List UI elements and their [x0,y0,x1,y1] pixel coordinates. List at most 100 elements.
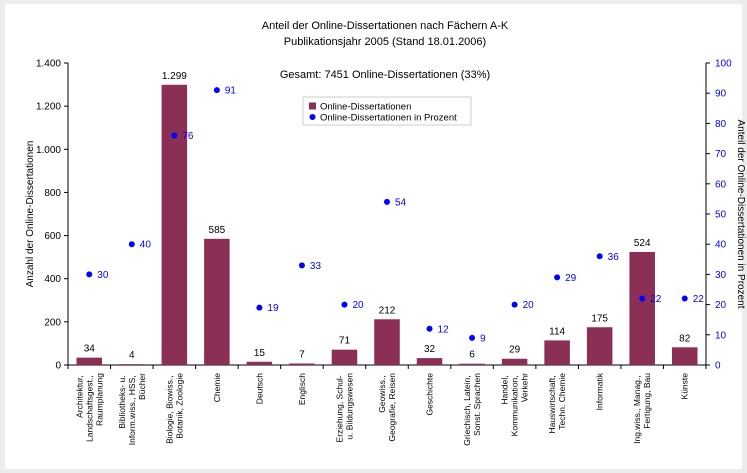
point [128,241,135,248]
value-label: 1.299 [162,71,187,82]
y2-tick-label: 40 [715,240,727,251]
value-label: 29 [565,273,577,284]
bar [629,251,655,365]
value-label: 33 [310,261,322,272]
value-label: 19 [267,303,279,314]
legend-label: Online-Dissertationen in Prozent [320,113,457,124]
value-label: 91 [225,86,237,97]
y2-tick-label: 50 [715,210,727,221]
value-label: 54 [395,197,407,208]
x-tick-label: Geowiss., Geografie, Reisen [377,373,397,442]
bar [246,361,273,365]
point [213,87,220,94]
x-tick-label: Geschichte [425,373,435,416]
annotation: Gesamt: 7451 Online-Dissertationen (33%) [280,69,490,81]
x-tick-label: Informatik [595,372,605,410]
point [469,334,476,341]
y-tick-label: 0 [55,361,61,372]
value-label: 4 [129,350,135,361]
bar [671,347,698,365]
y2-tick-label: 70 [715,149,727,160]
y-axis-title: Anzahl der Online-Dissertationen [25,141,36,288]
chart-subtitle: Publikationsjahr 2005 (Stand 18.01.2006) [284,36,486,48]
value-label: 71 [339,336,351,347]
y2-tick-label: 30 [715,270,727,281]
x-tick-label: Bibliotheks- u. Inform.wiss., HSS, Büche… [117,373,147,445]
bar [289,363,315,365]
y-tick-label: 1.400 [36,59,61,70]
point [86,271,93,278]
value-label: 12 [438,324,450,335]
point [298,262,305,269]
y2-tick-label: 60 [715,179,727,190]
point [681,295,688,302]
value-label: 76 [182,131,194,142]
value-label: 6 [469,350,475,361]
value-label: 30 [97,270,109,281]
point [171,132,178,139]
value-label: 585 [209,225,226,236]
value-label: 36 [608,252,620,263]
x-tick-label: Handel, Kommunikation, Verkehr [500,373,530,436]
x-tick-label: Griechisch, Latein, Sonst. Sprachen [462,373,482,446]
x-tick-label: Hauswirtschaft, Techn. Chemie [547,373,567,434]
y-tick-label: 400 [44,274,61,285]
value-label: 20 [523,300,535,311]
legend-swatch [309,102,316,110]
point [384,198,390,205]
x-tick-label: Biologie, Biowiss., Botanik, Zoologie [164,373,184,444]
value-label: 22 [650,294,662,305]
legend-label: Online-Dissertationen [320,102,411,113]
value-label: 212 [379,305,396,316]
value-label: 29 [509,345,521,356]
point [511,301,518,308]
value-label: 7 [299,349,305,360]
point [596,253,603,260]
legend [302,96,472,126]
value-label: 32 [424,344,436,355]
value-label: 20 [352,300,364,311]
x-tick-label: Deutsch [254,373,264,404]
bar [76,357,103,365]
point [341,301,348,308]
bar [459,363,485,365]
bar [501,358,528,365]
bar [204,238,230,365]
y-tick-label: 200 [44,317,61,328]
x-tick-label: Englisch [297,373,307,405]
y2-axis-title: Anteil der Online-Dissertationen in Proz… [735,120,746,309]
bar [161,84,188,365]
bar [586,327,613,365]
chart-area [5,4,742,469]
value-label: 40 [140,240,152,251]
point [554,274,561,281]
y-tick-label: 1.200 [36,102,61,113]
y-tick-label: 1.000 [36,145,61,156]
value-label: 22 [693,294,705,305]
value-label: 34 [84,344,96,355]
x-tick-label: Erziehung, Schul- u. Bildungswesen [334,373,354,443]
point [256,304,263,311]
value-label: 15 [254,348,266,359]
value-label: 524 [634,238,651,249]
y2-tick-label: 20 [715,300,727,311]
y2-tick-label: 0 [715,361,721,372]
x-tick-label: Künste [680,373,690,400]
value-label: 82 [679,333,691,344]
x-tick-label: Chemie [212,373,222,403]
x-tick-label: Architektur, Landschaftsgest., Raumplanu… [74,373,104,442]
point [426,325,433,332]
y2-tick-label: 90 [715,89,727,100]
point [639,295,646,302]
y2-tick-label: 80 [715,119,727,130]
x-tick-label: Ing.wiss., Manag., Fertigung, Bau [632,373,652,444]
y2-tick-label: 10 [715,330,727,341]
bar [416,358,443,365]
bar [374,319,400,365]
bar [544,340,570,365]
y-tick-label: 800 [44,188,61,199]
value-label: 9 [480,333,486,344]
value-label: 175 [591,313,608,324]
chart-title: Anteil der Online-Dissertationen nach Fä… [262,20,509,32]
